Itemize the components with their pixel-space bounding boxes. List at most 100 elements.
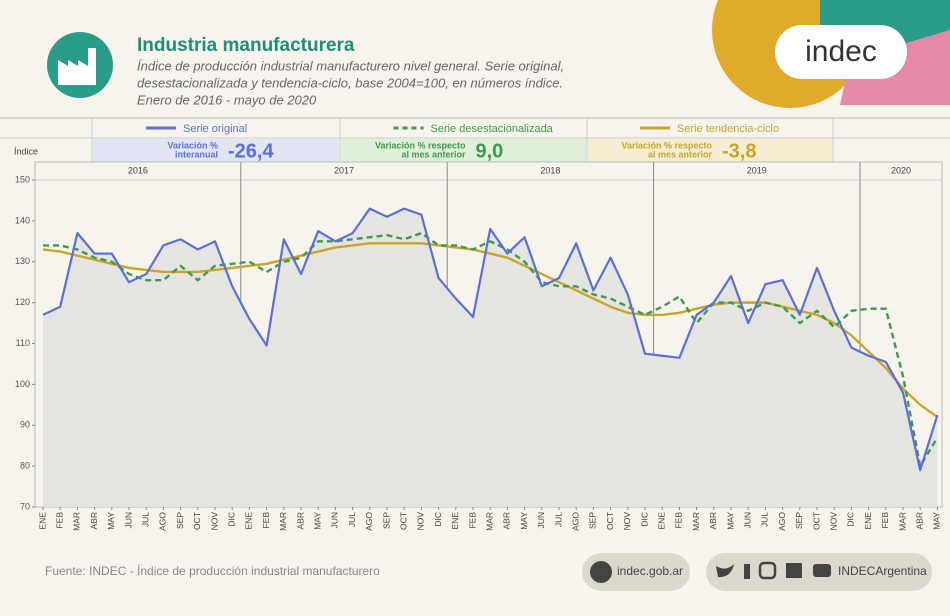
y-tick-label: 130	[15, 256, 30, 266]
year-label: 2020	[891, 165, 911, 175]
legend-label: Serie tendencia-ciclo	[677, 123, 779, 135]
stat-box	[341, 139, 586, 162]
x-tick-label: DIC	[639, 512, 649, 527]
subtitle: desestacionalizada y tendencia-ciclo, ba…	[137, 75, 563, 90]
x-tick-label: ABR	[708, 512, 718, 529]
x-tick-label: ABR	[89, 512, 99, 529]
y-tick-label: 100	[15, 379, 30, 389]
x-tick-label: ABR	[295, 512, 305, 529]
year-label: 2017	[334, 165, 354, 175]
website: indec.gob.ar	[617, 564, 683, 578]
stat-label: al mes anterior	[648, 149, 713, 159]
x-tick-label: ENE	[450, 512, 460, 530]
icon	[58, 48, 96, 85]
x-tick-label: JUN	[123, 512, 133, 529]
web-icon	[590, 561, 612, 583]
stat-label: al mes anterior	[401, 149, 466, 159]
x-tick-label: ENE	[244, 512, 254, 530]
x-tick-label: MAR	[897, 512, 907, 531]
x-tick-label: DIC	[226, 512, 236, 527]
stat-label: Variación % respecto	[375, 140, 466, 150]
x-tick-label: OCT	[398, 512, 408, 530]
subtitle: Índice de producción industrial manufact…	[137, 58, 564, 73]
logo: indec	[805, 35, 877, 68]
x-tick-label: OCT	[811, 512, 821, 530]
x-tick-label: FEB	[261, 512, 271, 529]
x-tick-label: JUL	[347, 512, 357, 527]
stat-value: -26,4	[228, 140, 274, 162]
series-line	[42, 207, 939, 472]
x-tick-label: SEP	[794, 512, 804, 529]
x-tick-label: MAY	[519, 512, 529, 530]
legend-label: Serie desestacionalizada	[431, 123, 554, 135]
stat-box	[588, 139, 832, 162]
stat-label: interanual	[175, 149, 218, 159]
x-tick-label: NOV	[828, 512, 838, 531]
legend-label: Serie original	[183, 123, 247, 135]
x-tick-label: ABR	[502, 512, 512, 529]
stat-value: 9,0	[476, 140, 504, 162]
y-tick-label: 90	[20, 420, 30, 430]
x-tick-label: AGO	[364, 512, 374, 531]
subtitle: Enero de 2016 - mayo de 2020	[137, 92, 317, 107]
x-tick-label: ABR	[914, 512, 924, 529]
x-tick-label: MAR	[278, 512, 288, 531]
x-tick-label: MAY	[106, 512, 116, 530]
x-tick-label: OCT	[605, 512, 615, 530]
x-tick-label: SEP	[588, 512, 598, 529]
x-tick-label: JUL	[140, 512, 150, 527]
x-tick-label: JUN	[742, 512, 752, 529]
x-tick-label: ENE	[37, 512, 47, 530]
y-tick-label: 110	[16, 338, 30, 348]
x-tick-label: NOV	[209, 512, 219, 531]
series-line	[43, 231, 939, 468]
x-tick-label: SEP	[175, 512, 185, 529]
x-tick-label: JUN	[330, 512, 340, 529]
stat-label: Variación %	[167, 140, 218, 150]
x-tick-label: FEB	[467, 512, 477, 529]
x-tick-label: MAR	[691, 512, 701, 531]
series-line	[42, 242, 939, 419]
x-tick-label: DIC	[433, 512, 443, 527]
x-tick-label: NOV	[416, 512, 426, 531]
year-label: 2018	[540, 165, 560, 175]
social: INDECArgentina	[838, 564, 927, 578]
x-tick-label: MAR	[484, 512, 494, 531]
x-tick-label: FEB	[880, 512, 890, 529]
x-tick-label: SEP	[381, 512, 391, 529]
x-tick-label: MAY	[932, 512, 942, 530]
pill	[582, 553, 690, 591]
x-tick-label: DIC	[846, 512, 856, 527]
area	[43, 208, 938, 508]
y-tick-label: 80	[20, 461, 30, 471]
stat-value: -3,8	[722, 140, 756, 162]
x-tick-label: ENE	[863, 512, 873, 530]
x-tick-label: AGO	[777, 512, 787, 531]
x-tick-label: JUN	[536, 512, 546, 529]
logo-pill	[775, 25, 907, 79]
x-tick-label: MAY	[312, 512, 322, 530]
y-tick-label: 140	[15, 215, 30, 225]
title: Industria manufacturera	[137, 35, 355, 56]
y-tick-label: 150	[15, 174, 30, 184]
x-tick-label: ENE	[656, 512, 666, 530]
social-icons	[716, 561, 831, 580]
y-axis-label: Índice	[14, 146, 38, 156]
stat-box	[93, 139, 339, 162]
x-tick-label: OCT	[192, 512, 202, 530]
source: Fuente: INDEC - Índice de producción ind…	[45, 563, 380, 578]
x-tick-label: JUL	[553, 512, 563, 527]
x-tick-label: FEB	[674, 512, 684, 529]
x-tick-label: MAY	[725, 512, 735, 530]
x-tick-label: MAR	[72, 512, 82, 531]
y-tick-label: 120	[15, 297, 30, 307]
x-tick-label: FEB	[54, 512, 64, 529]
x-tick-label: JUL	[760, 512, 770, 527]
stat-label: Variación % respecto	[621, 140, 712, 150]
x-tick-label: AGO	[570, 512, 580, 531]
year-label: 2019	[747, 165, 767, 175]
x-tick-label: AGO	[158, 512, 168, 531]
x-tick-label: NOV	[622, 512, 632, 531]
year-label: 2016	[128, 165, 148, 175]
